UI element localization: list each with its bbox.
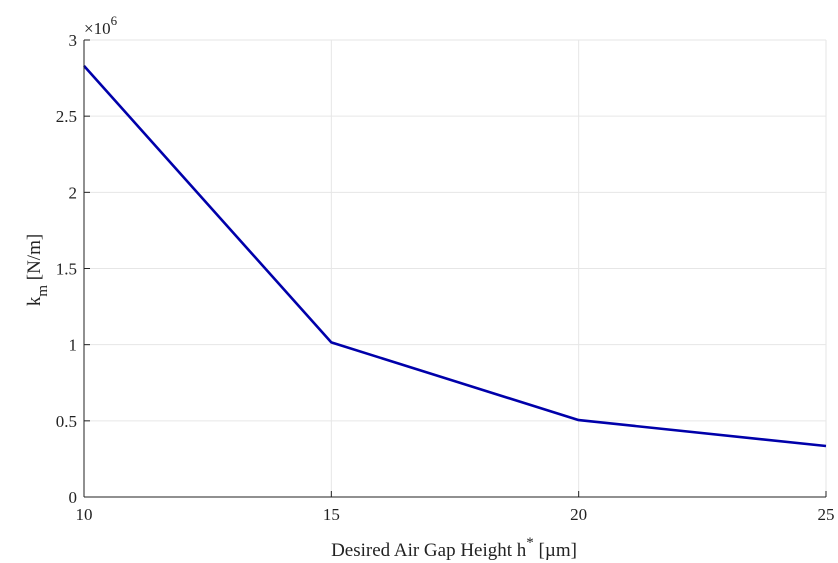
x-axis-label-main: Desired Air Gap Height h	[331, 540, 527, 561]
y-tick-label-5: 2.5	[56, 107, 77, 126]
y-axis-label-unit: [N/m]	[24, 234, 45, 285]
y-tick-label-4: 2	[69, 183, 78, 202]
x-axis-label-unit: [µm]	[534, 540, 577, 561]
y-tick-label-0: 0	[69, 488, 78, 507]
x-tick-label-3: 25	[818, 505, 835, 524]
y-axis-label-sub: m	[35, 285, 51, 297]
y-tick-label-6: 3	[69, 31, 78, 50]
y-tick-labels: 0 0.5 1 1.5 2 2.5 3	[56, 31, 77, 507]
y-exponent-power: 6	[111, 13, 118, 28]
x-tick-labels: 10 15 20 25	[76, 505, 835, 524]
y-exponent-label: ×106	[84, 13, 118, 38]
x-axis-label-sup: *	[526, 535, 534, 551]
y-tick-label-3: 1.5	[56, 260, 77, 279]
axes	[83, 39, 827, 498]
x-tick-label-1: 15	[323, 505, 340, 524]
y-axis-label-main: k	[24, 296, 45, 306]
y-tick-label-2: 1	[69, 336, 78, 355]
x-axis-label: Desired Air Gap Height h* [µm]	[331, 535, 577, 561]
x-tick-label-0: 10	[76, 505, 93, 524]
series-line-0	[83, 65, 827, 448]
y-exponent-base: ×10	[84, 19, 111, 38]
y-axis-label: km [N/m]	[24, 234, 51, 306]
x-tick-label-2: 20	[570, 505, 587, 524]
y-tick-label-1: 0.5	[56, 412, 77, 431]
